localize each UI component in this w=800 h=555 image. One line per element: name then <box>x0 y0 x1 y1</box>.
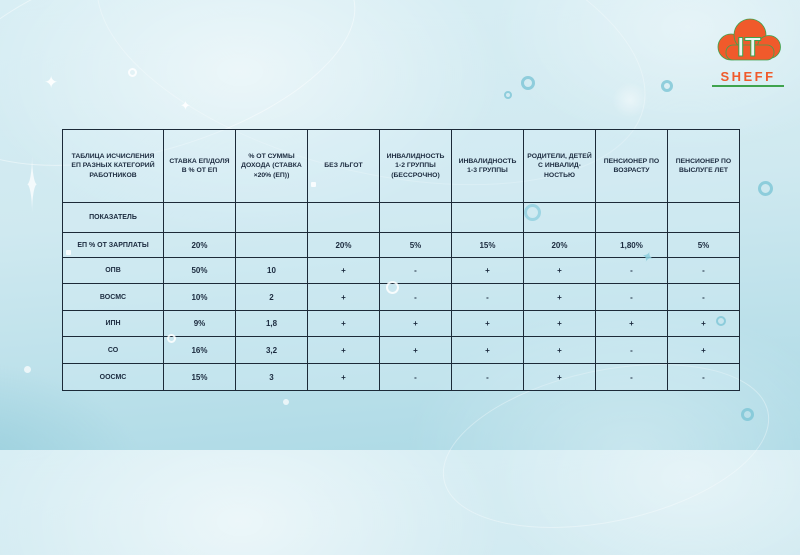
data-cell: + <box>451 257 524 284</box>
data-cell: 1,80% <box>595 232 668 258</box>
data-cell: + <box>667 336 740 364</box>
data-cell: 15% <box>451 232 524 258</box>
ring-icon <box>758 181 773 196</box>
data-cell: 10% <box>163 283 236 311</box>
data-cell: + <box>307 363 380 391</box>
data-cell: 16% <box>163 336 236 364</box>
table-row: ИПН 9% 1,8 + + + + + + <box>62 310 740 337</box>
data-cell: - <box>379 283 452 311</box>
header-cell: ПЕНСИОНЕР ПО ВОЗРАСТУ <box>595 129 668 203</box>
data-cell: + <box>307 283 380 311</box>
ring-icon <box>741 408 754 421</box>
row-label: ПОКАЗАТЕЛЬ <box>62 202 164 233</box>
header-cell: БЕЗ ЛЬГОТ <box>307 129 380 203</box>
sparkle-icon: ✦ <box>26 146 38 231</box>
data-cell: 20% <box>523 232 596 258</box>
data-cell <box>667 202 740 233</box>
logo-monogram: IT <box>737 32 762 62</box>
data-cell: + <box>523 363 596 391</box>
data-cell: 3,2 <box>235 336 308 364</box>
table-row: ООСМС 15% 3 + - - + - - <box>62 363 740 391</box>
data-cell: + <box>379 310 452 337</box>
data-cell: + <box>523 336 596 364</box>
table-row: ЕП % ОТ ЗАРПЛАТЫ 20% 20% 5% 15% 20% 1,80% 5% <box>62 232 740 258</box>
data-cell: + <box>451 336 524 364</box>
table-row: СО 16% 3,2 + + + + - + <box>62 336 740 364</box>
dot-icon <box>24 366 31 373</box>
row-label: ЕП % ОТ ЗАРПЛАТЫ <box>62 232 164 258</box>
header-cell: ТАБЛИЦА ИСЧИСЛЕНИЯ ЕП РАЗНЫХ КАТЕГОРИЙ Р… <box>62 129 164 203</box>
data-cell: 3 <box>235 363 308 391</box>
data-cell: + <box>523 257 596 284</box>
ep-table-container: ТАБЛИЦА ИСЧИСЛЕНИЯ ЕП РАЗНЫХ КАТЕГОРИЙ Р… <box>62 129 740 391</box>
data-cell: + <box>307 310 380 337</box>
data-cell: - <box>595 283 668 311</box>
data-cell <box>595 202 668 233</box>
data-cell: + <box>307 336 380 364</box>
data-cell: - <box>379 363 452 391</box>
ring-icon <box>661 80 673 92</box>
data-cell: + <box>307 257 380 284</box>
ep-table: ТАБЛИЦА ИСЧИСЛЕНИЯ ЕП РАЗНЫХ КАТЕГОРИЙ Р… <box>62 129 740 391</box>
table-header: ТАБЛИЦА ИСЧИСЛЕНИЯ ЕП РАЗНЫХ КАТЕГОРИЙ Р… <box>62 129 740 203</box>
cloud-icon: IT <box>717 18 781 63</box>
data-cell: 50% <box>163 257 236 284</box>
header-cell: СТАВКА ЕП/ДОЛЯ В % ОТ ЕП <box>163 129 236 203</box>
data-cell: - <box>595 336 668 364</box>
ring-icon <box>504 91 512 99</box>
dot-icon <box>612 82 648 118</box>
logo-wordmark: SHEFF <box>712 69 784 87</box>
data-cell: + <box>595 310 668 337</box>
ring-icon <box>521 76 535 90</box>
data-cell: 2 <box>235 283 308 311</box>
header-cell: РОДИТЕЛИ, ДЕТЕЙ С ИНВАЛИД-НОСТЬЮ <box>523 129 596 203</box>
header-cell: ИНВАЛИДНОСТЬ 1-3 ГРУППЫ <box>451 129 524 203</box>
table-body: ПОКАЗАТЕЛЬ ЕП % ОТ ЗАРПЛАТЫ 20% 20% 5% 15% 20%… <box>62 202 740 391</box>
row-label: ОПВ <box>62 257 164 284</box>
data-cell: 20% <box>307 232 380 258</box>
data-cell <box>523 202 596 233</box>
header-cell: ИНВАЛИДНОСТЬ 1-2 ГРУППЫ (БЕССРОЧНО) <box>379 129 452 203</box>
table-row: ПОКАЗАТЕЛЬ <box>62 202 740 233</box>
row-label: СО <box>62 336 164 364</box>
header-cell: ПЕНСИОНЕР ПО ВЫСЛУГЕ ЛЕТ <box>667 129 740 203</box>
header-cell: % ОТ СУММЫ ДОХОДА (СТАВКА ×20% (ЕП)) <box>235 129 308 203</box>
data-cell <box>379 202 452 233</box>
data-cell: - <box>667 257 740 284</box>
sparkle-icon: ✦ <box>180 98 191 113</box>
data-cell: 5% <box>379 232 452 258</box>
data-cell <box>235 232 308 258</box>
data-cell: + <box>523 310 596 337</box>
data-cell: 15% <box>163 363 236 391</box>
data-cell: - <box>451 283 524 311</box>
data-cell <box>163 202 236 233</box>
data-cell: - <box>451 363 524 391</box>
data-cell <box>307 202 380 233</box>
ring-icon <box>128 68 137 77</box>
data-cell: + <box>451 310 524 337</box>
data-cell: 9% <box>163 310 236 337</box>
data-cell: + <box>667 310 740 337</box>
data-cell: - <box>595 363 668 391</box>
data-cell: 20% <box>163 232 236 258</box>
row-label: ИПН <box>62 310 164 337</box>
data-cell: 1,8 <box>235 310 308 337</box>
data-cell: - <box>379 257 452 284</box>
row-label: ВОСМС <box>62 283 164 311</box>
data-cell: 10 <box>235 257 308 284</box>
data-cell: + <box>379 336 452 364</box>
sparkle-icon: ✦ <box>44 73 59 92</box>
data-cell: - <box>595 257 668 284</box>
data-cell <box>235 202 308 233</box>
table-row: ВОСМС 10% 2 + - - + - - <box>62 283 740 311</box>
logo: IT SHEFF <box>712 18 784 87</box>
data-cell: 5% <box>667 232 740 258</box>
row-label: ООСМС <box>62 363 164 391</box>
data-cell <box>451 202 524 233</box>
table-row: ОПВ 50% 10 + - + + - - <box>62 257 740 284</box>
data-cell: - <box>667 363 740 391</box>
dot-icon <box>283 399 289 405</box>
data-cell: + <box>523 283 596 311</box>
data-cell: - <box>667 283 740 311</box>
